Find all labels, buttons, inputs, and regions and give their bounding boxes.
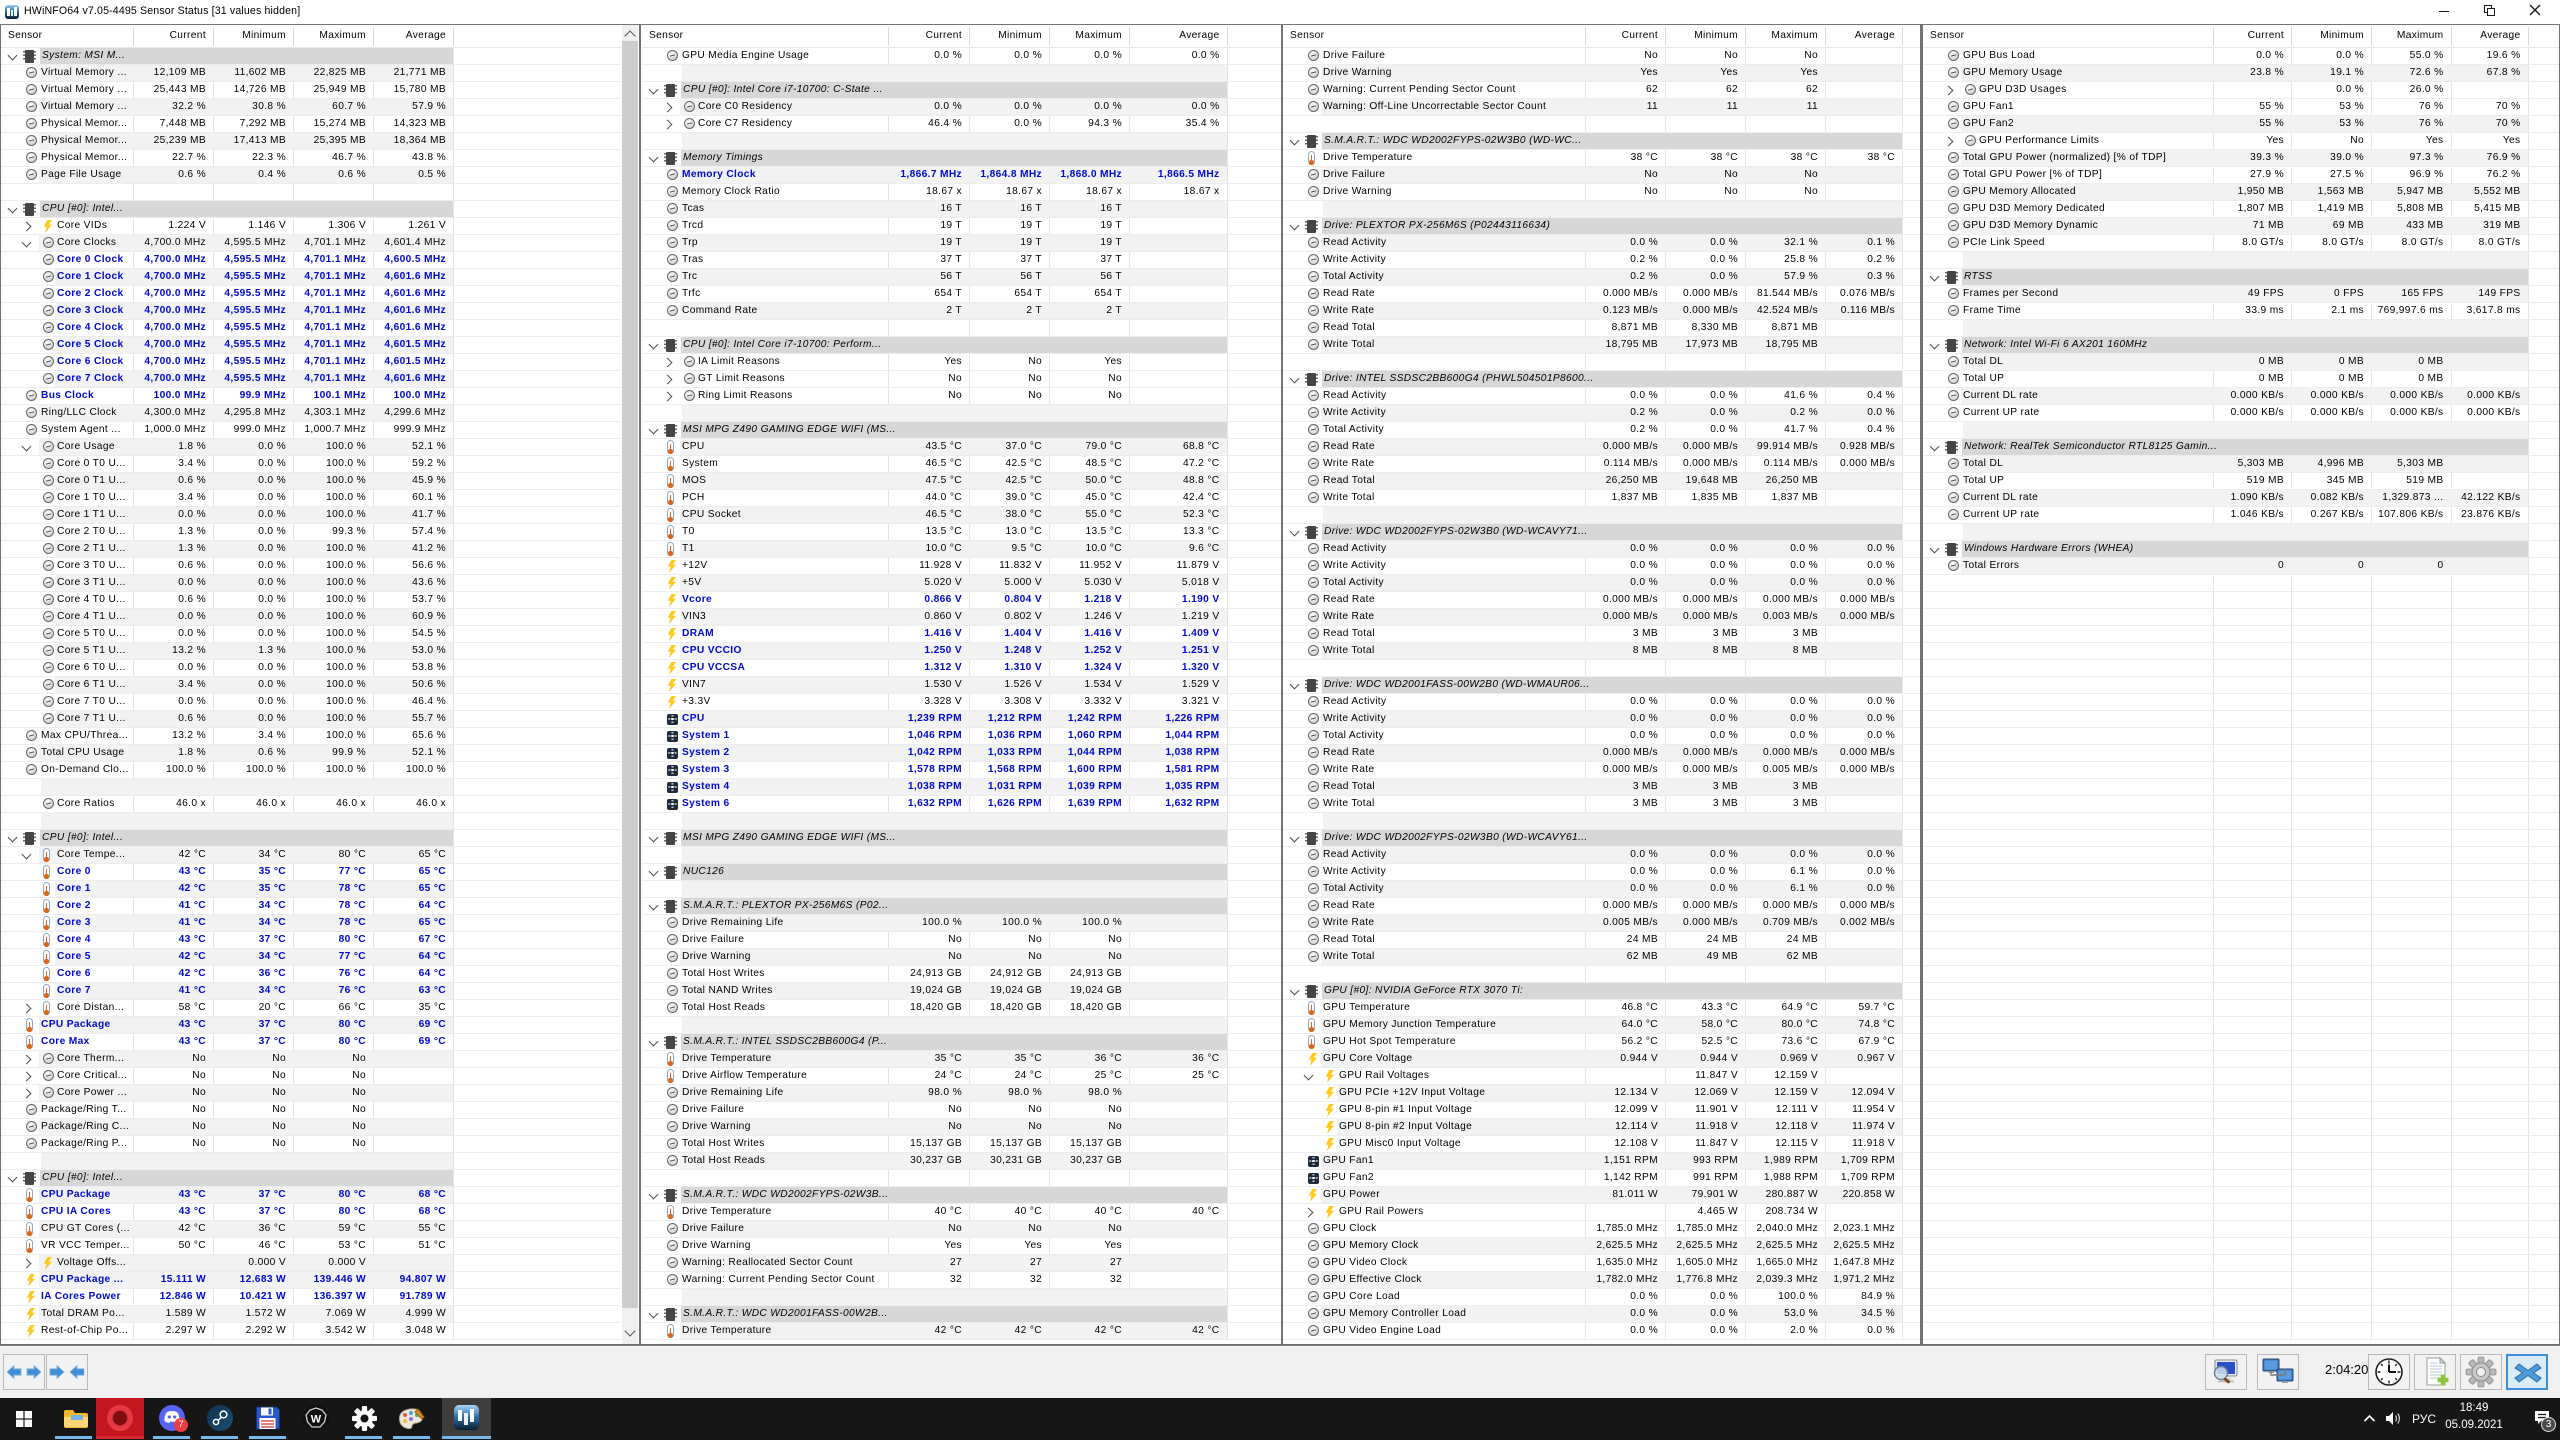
- svg-text:W: W: [311, 1414, 322, 1426]
